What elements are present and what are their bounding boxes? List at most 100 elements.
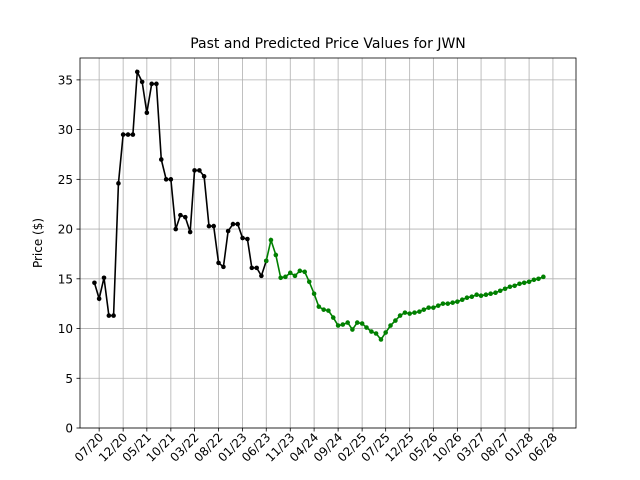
- data-point: [388, 323, 393, 328]
- y-axis: 0 5 10 15 20 25 30 35: [58, 73, 80, 436]
- data-point: [96, 296, 102, 302]
- data-point: [507, 284, 513, 290]
- data-point: [292, 273, 298, 279]
- data-point: [92, 280, 97, 286]
- data-point: [163, 177, 169, 182]
- data-point: [536, 276, 541, 282]
- data-point: [464, 295, 470, 301]
- data-point: [130, 132, 136, 137]
- data-point: [421, 307, 427, 312]
- data-point: [192, 168, 197, 173]
- data-point: [435, 303, 441, 308]
- data-point: [211, 223, 216, 229]
- data-point: [483, 292, 489, 298]
- data-point: [417, 309, 422, 314]
- data-point: [531, 277, 537, 283]
- data-point: [225, 228, 231, 234]
- data-point: [106, 313, 112, 318]
- data-point: [373, 331, 379, 336]
- y-tick-label: 30: [58, 123, 73, 137]
- data-point: [359, 321, 365, 326]
- data-point: [144, 110, 150, 115]
- data-point: [517, 281, 522, 287]
- data-point: [502, 286, 508, 292]
- data-point: [345, 320, 350, 325]
- y-tick-label: 35: [58, 73, 73, 87]
- data-point: [283, 274, 288, 280]
- data-point: [139, 79, 145, 85]
- data-point: [101, 275, 107, 281]
- data-point: [240, 235, 245, 241]
- y-tick-label: 0: [65, 422, 73, 436]
- data-point: [254, 265, 259, 271]
- chart-title: Past and Predicted Price Values for JWN: [190, 36, 466, 52]
- data-point: [335, 323, 341, 328]
- data-point: [350, 327, 355, 332]
- data-point: [369, 329, 374, 334]
- data-point: [221, 264, 226, 270]
- y-tick-label: 5: [65, 372, 73, 386]
- data-point: [120, 132, 126, 137]
- data-point: [116, 181, 121, 186]
- data-point: [383, 330, 388, 335]
- data-point: [168, 177, 174, 182]
- data-point: [378, 337, 384, 342]
- data-point: [268, 237, 274, 243]
- y-tick-label: 25: [58, 173, 73, 187]
- data-point: [364, 325, 369, 330]
- data-point: [187, 229, 193, 235]
- data-point: [497, 288, 503, 294]
- data-point: [354, 320, 360, 325]
- data-point: [182, 214, 188, 220]
- data-point: [474, 292, 479, 298]
- data-point: [245, 236, 250, 242]
- data-point: [493, 290, 498, 296]
- data-point: [249, 265, 255, 271]
- data-point: [178, 212, 183, 218]
- data-point: [287, 270, 293, 276]
- data-point: [297, 268, 303, 274]
- data-point: [526, 279, 532, 285]
- data-point: [426, 305, 431, 310]
- data-point: [321, 307, 326, 312]
- data-point: [469, 294, 475, 300]
- data-point: [235, 221, 240, 227]
- data-point: [450, 300, 455, 305]
- y-tick-label: 10: [58, 322, 73, 336]
- data-point: [134, 69, 140, 75]
- data-point: [412, 310, 417, 315]
- data-point: [393, 318, 398, 323]
- data-point: [541, 274, 546, 280]
- data-point: [455, 299, 460, 304]
- data-point: [302, 269, 308, 275]
- data-point: [397, 313, 403, 318]
- data-point: [311, 291, 317, 297]
- data-point: [125, 132, 131, 137]
- data-point: [154, 81, 159, 87]
- data-point: [445, 301, 451, 306]
- grid: [80, 58, 576, 429]
- data-point: [488, 291, 493, 297]
- data-point: [326, 308, 331, 313]
- data-point: [330, 315, 336, 320]
- data-point: [173, 226, 179, 232]
- data-point: [197, 168, 202, 173]
- data-point: [440, 301, 446, 306]
- data-point: [478, 293, 484, 299]
- y-axis-label: Price ($): [31, 218, 45, 268]
- data-point: [512, 283, 517, 289]
- data-point: [459, 297, 465, 302]
- data-point: [278, 275, 283, 281]
- series-layer: [92, 68, 546, 342]
- data-point: [273, 252, 279, 258]
- data-point: [111, 313, 116, 318]
- data-point: [206, 223, 212, 229]
- data-point: [402, 310, 408, 315]
- data-point: [149, 81, 155, 87]
- data-point: [431, 305, 436, 310]
- data-point: [259, 273, 264, 279]
- data-point: [407, 311, 412, 316]
- data-point: [316, 304, 322, 309]
- x-axis: 07/2012/2005/2110/2103/2208/2201/2306/23…: [72, 428, 560, 465]
